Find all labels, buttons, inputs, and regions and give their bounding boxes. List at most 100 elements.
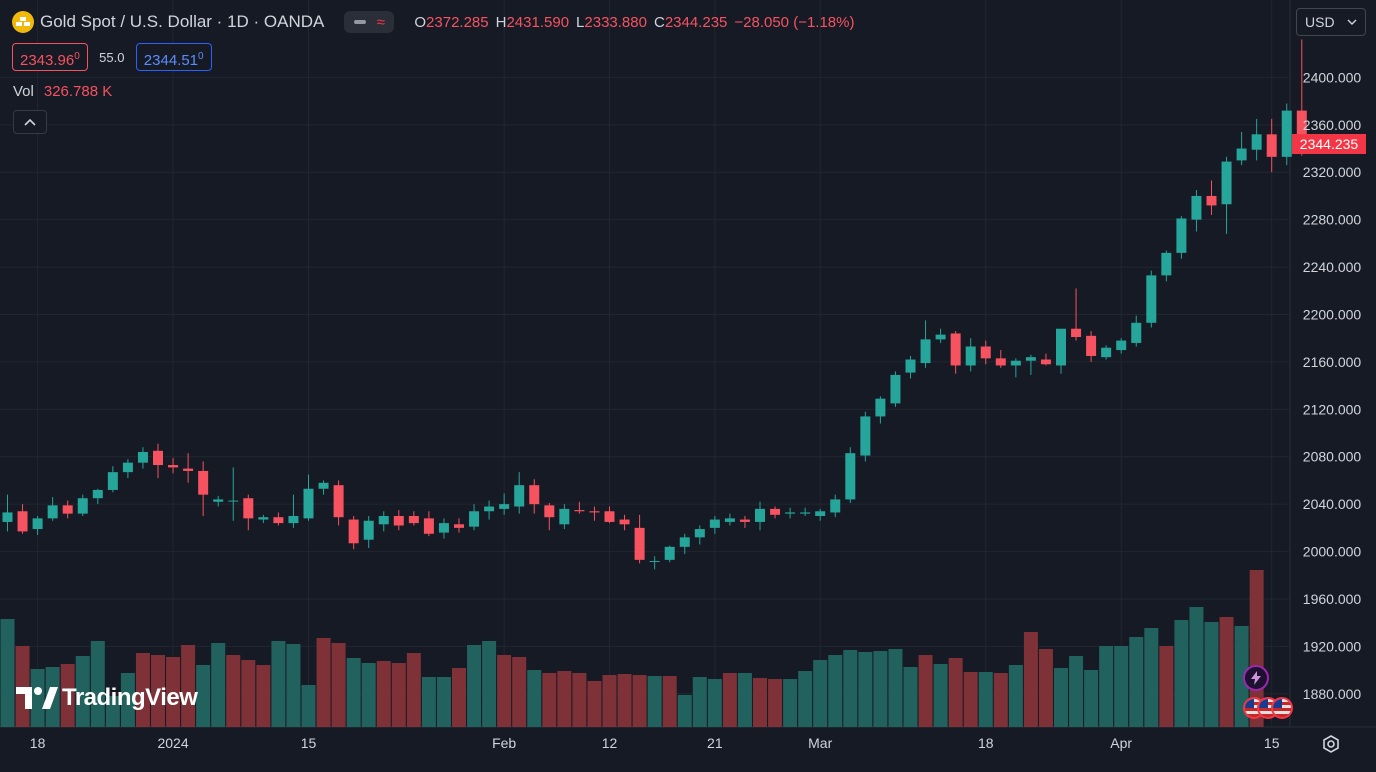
volume-bar xyxy=(1023,632,1038,727)
tradingview-watermark[interactable]: TradingView xyxy=(16,684,198,712)
volume-bar xyxy=(798,671,813,727)
x-tick-label: 18 xyxy=(30,735,46,751)
volume-bar xyxy=(436,677,451,727)
volume-bar xyxy=(151,655,165,727)
volume-bar xyxy=(602,675,617,727)
volume-bar xyxy=(1129,637,1144,727)
volume-bar xyxy=(286,644,301,727)
chevron-up-icon xyxy=(24,118,36,126)
volume-value: 326.788 K xyxy=(43,83,113,100)
candle-body xyxy=(1040,359,1051,365)
volume-bar xyxy=(1159,646,1174,727)
volume-bar xyxy=(1038,649,1053,727)
candle-body xyxy=(1131,322,1142,343)
candle-body xyxy=(469,511,480,527)
close-label: C xyxy=(653,13,665,31)
volume-bar xyxy=(256,665,271,727)
buy-pip: 0 xyxy=(198,51,204,62)
volume-bar xyxy=(632,675,647,727)
volume-bar xyxy=(768,679,783,727)
candle-body xyxy=(92,489,103,499)
volume-bar xyxy=(211,643,226,727)
volume-bar xyxy=(527,670,542,727)
volume-bar xyxy=(647,676,662,727)
volume-bar xyxy=(196,665,211,727)
sell-price: 2343.96 xyxy=(20,52,75,69)
y-tick-label: 2240.000 xyxy=(1303,259,1362,275)
volume-bar xyxy=(361,663,376,727)
sell-button[interactable]: 2343.960 xyxy=(12,43,88,71)
candle-body xyxy=(1206,195,1217,206)
volume-legend[interactable]: Vol 326.788 K xyxy=(13,83,112,100)
volume-bar xyxy=(1054,668,1068,727)
volume-bar xyxy=(813,660,828,727)
change-value: −28.050 (−1.18%) xyxy=(734,13,855,31)
candle-body xyxy=(935,334,946,340)
volume-bar xyxy=(692,677,707,727)
volume-bar xyxy=(722,673,737,727)
candle-body xyxy=(47,505,58,519)
volume-bar xyxy=(166,657,181,727)
us-flag-icon[interactable] xyxy=(1271,697,1293,719)
low-label: L xyxy=(576,13,585,31)
candle-body xyxy=(845,453,856,500)
volume-bar xyxy=(452,668,466,727)
buy-button[interactable]: 2344.510 xyxy=(135,43,212,71)
economic-events[interactable] xyxy=(1243,697,1293,721)
volume-bar xyxy=(918,655,933,727)
y-tick-label: 2120.000 xyxy=(1303,401,1362,417)
candle-body xyxy=(1221,161,1232,205)
chart-settings-button[interactable] xyxy=(1318,731,1344,757)
symbol-title[interactable]: Gold Spot / U.S. Dollar · 1D · OANDA xyxy=(40,12,325,31)
candle-body xyxy=(619,519,630,525)
volume-bar xyxy=(888,649,903,727)
volume-bar xyxy=(978,672,993,727)
symbol-header: Gold Spot / U.S. Dollar · 1D · OANDA ≈ O… xyxy=(12,9,854,35)
candle-body xyxy=(1251,134,1262,150)
y-tick-label: 2080.000 xyxy=(1303,449,1362,465)
candle-body xyxy=(649,561,660,563)
volume-bar xyxy=(181,645,196,727)
candle-body xyxy=(107,472,118,490)
candle-body xyxy=(17,511,28,532)
y-tick-label: 2320.000 xyxy=(1303,164,1362,180)
lightning-icon[interactable] xyxy=(1243,665,1269,691)
volume-bar xyxy=(843,650,858,727)
candle-body xyxy=(273,517,284,524)
volume-bar xyxy=(421,677,436,727)
candle-body xyxy=(183,468,194,471)
x-tick-label: 18 xyxy=(978,735,994,751)
x-tick-label: 21 xyxy=(707,735,723,751)
candle-body xyxy=(1161,252,1172,276)
x-tick-label: Mar xyxy=(808,735,832,751)
x-tick-label: Feb xyxy=(492,735,516,751)
volume-bar xyxy=(0,619,15,727)
candle-body xyxy=(438,523,449,533)
minus-icon xyxy=(353,20,366,24)
candle-body xyxy=(860,416,871,456)
sell-pip: 0 xyxy=(74,51,80,62)
candle-body xyxy=(303,488,314,519)
candle-body xyxy=(168,465,179,468)
volume-bar xyxy=(301,685,316,727)
candle-body xyxy=(228,500,239,502)
candle-body xyxy=(724,518,735,522)
candle-body xyxy=(950,333,961,366)
high-label: H xyxy=(495,13,507,31)
volume-bar xyxy=(105,696,120,727)
volume-bar xyxy=(406,653,421,727)
candle-body xyxy=(574,510,585,512)
indicator-toggle[interactable]: ≈ xyxy=(344,11,395,33)
collapse-legend-button[interactable] xyxy=(13,110,47,134)
candle-body xyxy=(770,508,781,515)
candle-body xyxy=(664,546,675,560)
candle-body xyxy=(77,498,88,514)
volume-bar xyxy=(1204,622,1219,727)
volume-bar xyxy=(1174,620,1189,727)
volume-bar xyxy=(346,658,361,727)
volume-bar xyxy=(316,638,331,727)
candle-body xyxy=(679,537,690,547)
currency-select[interactable]: USD xyxy=(1296,8,1366,36)
